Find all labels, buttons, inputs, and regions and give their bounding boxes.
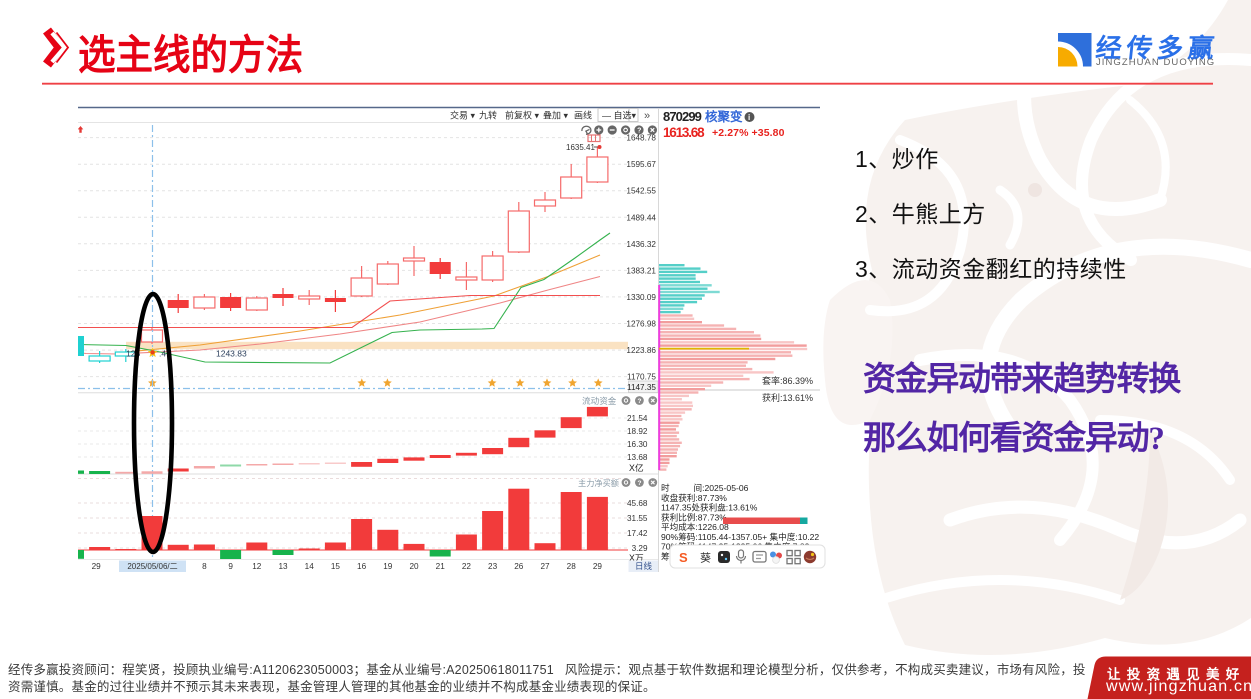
- svg-text:17.42: 17.42: [627, 529, 648, 538]
- svg-text:1276.98: 1276.98: [626, 320, 656, 329]
- svg-text:九转: 九转: [479, 110, 497, 121]
- svg-text:23: 23: [488, 562, 498, 571]
- svg-text:1489.44: 1489.44: [626, 213, 656, 222]
- svg-text:1170.75: 1170.75: [627, 373, 656, 382]
- svg-text:19: 19: [383, 562, 393, 571]
- svg-text:.47: .47: [159, 349, 171, 359]
- svg-text:»: »: [644, 110, 650, 122]
- svg-text:日线: 日线: [635, 561, 653, 571]
- svg-text:16: 16: [357, 562, 367, 571]
- svg-text:18.92: 18.92: [627, 427, 648, 436]
- svg-text:?: ?: [638, 480, 642, 487]
- svg-text:14: 14: [305, 562, 315, 571]
- svg-text:125: 125: [126, 349, 140, 359]
- svg-text:31.55: 31.55: [627, 514, 648, 523]
- svg-text:22: 22: [462, 562, 472, 571]
- svg-text:29: 29: [593, 562, 603, 571]
- svg-text:主力净买额: 主力净买额: [578, 478, 619, 488]
- svg-text:8: 8: [202, 562, 207, 571]
- svg-text:3.29: 3.29: [632, 544, 648, 553]
- svg-text:交易 ▾: 交易 ▾: [450, 110, 476, 121]
- svg-text:13: 13: [278, 562, 288, 571]
- svg-text:26: 26: [514, 562, 524, 571]
- svg-text:27: 27: [540, 562, 550, 571]
- svg-text:15: 15: [331, 562, 341, 571]
- svg-text:1147.35: 1147.35: [627, 383, 656, 392]
- svg-text:1330.09: 1330.09: [626, 293, 656, 302]
- svg-text:▾: ▾: [632, 111, 637, 121]
- svg-text:核聚变: 核聚变: [705, 109, 743, 124]
- svg-text:i: i: [748, 113, 750, 122]
- svg-text:平均成本:1226.08: 平均成本:1226.08: [661, 521, 729, 532]
- svg-text:— 自选: — 自选: [602, 110, 632, 121]
- svg-text:1436.32: 1436.32: [626, 240, 656, 249]
- svg-text:时 间:2025-05-06: 时 间:2025-05-06: [661, 482, 749, 493]
- svg-text:流动资金: 流动资金: [582, 395, 617, 406]
- svg-text:套率:86.39%: 套率:86.39%: [762, 375, 813, 386]
- svg-text:21: 21: [436, 562, 446, 571]
- svg-text:+2.27% +35.80: +2.27% +35.80: [712, 127, 785, 139]
- svg-text:1542.55: 1542.55: [626, 187, 656, 196]
- svg-text:X万: X万: [629, 553, 644, 563]
- svg-text:X亿: X亿: [629, 462, 644, 473]
- svg-text:获利:13.61%: 获利:13.61%: [762, 392, 813, 403]
- svg-text:870299: 870299: [663, 109, 702, 124]
- svg-text:?: ?: [638, 398, 642, 405]
- svg-text:S: S: [679, 550, 688, 565]
- svg-text:28: 28: [567, 562, 577, 571]
- svg-text:20: 20: [409, 562, 419, 571]
- svg-text:1223.86: 1223.86: [626, 346, 656, 355]
- svg-text:29: 29: [92, 562, 102, 571]
- svg-text:16.30: 16.30: [627, 440, 648, 449]
- svg-text:?: ?: [637, 128, 641, 135]
- svg-text:21.54: 21.54: [627, 414, 648, 423]
- svg-text:1648.78: 1648.78: [626, 134, 656, 143]
- svg-text:收盘获利:87.73%: 收盘获利:87.73%: [661, 492, 727, 503]
- svg-text:90%筹码:1105.44-1357.05+ 集中度:10.: 90%筹码:1105.44-1357.05+ 集中度:10.22: [661, 531, 819, 542]
- svg-text:1147.35处获利盘:13.61%: 1147.35处获利盘:13.61%: [661, 502, 758, 513]
- svg-text:1613.68: 1613.68: [663, 125, 705, 140]
- svg-text:获利比例:87.73%: 获利比例:87.73%: [661, 511, 727, 522]
- svg-text:画线: 画线: [574, 110, 592, 121]
- svg-text:前复权 ▾: 前复权 ▾: [505, 110, 540, 121]
- svg-text:13.68: 13.68: [627, 453, 648, 462]
- svg-text:45.68: 45.68: [627, 499, 648, 508]
- svg-text:叠加 ▾: 叠加 ▾: [543, 111, 569, 121]
- svg-text:1635.41: 1635.41: [566, 143, 595, 152]
- svg-text:2025/05/06/二: 2025/05/06/二: [127, 562, 177, 571]
- svg-text:1595.67: 1595.67: [626, 160, 656, 169]
- svg-text:1383.21: 1383.21: [626, 266, 656, 275]
- svg-text:1243.83: 1243.83: [216, 349, 247, 359]
- svg-text:9: 9: [228, 562, 233, 571]
- svg-text:葵: 葵: [700, 552, 711, 565]
- svg-text:12: 12: [252, 562, 262, 571]
